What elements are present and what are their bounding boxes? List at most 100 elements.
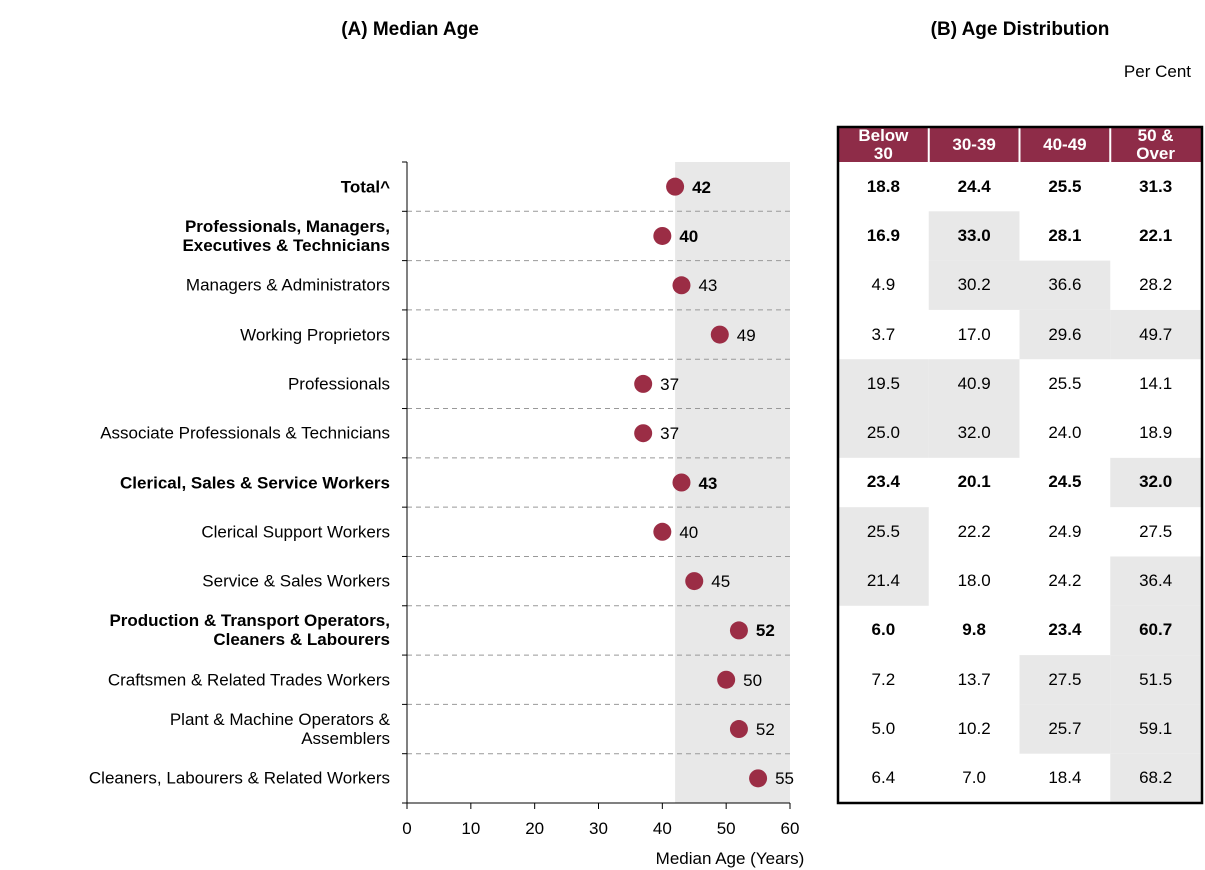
- table-cell: 18.8: [866, 176, 900, 196]
- cell-shade: [928, 359, 1020, 409]
- table-cell: 25.5: [866, 521, 900, 541]
- table-cell: 36.4: [1139, 571, 1173, 591]
- cell-shade: [1110, 605, 1201, 656]
- table-cell: 17.0: [957, 324, 991, 344]
- row-label: Clerical Support Workers: [201, 522, 390, 542]
- cell-shade: [1019, 704, 1111, 754]
- table-cell: 9.8: [962, 620, 986, 640]
- value-label: 43: [698, 473, 718, 493]
- table-cell: 32.0: [957, 423, 991, 443]
- dot: [634, 374, 653, 393]
- table-cell: 49.7: [1139, 324, 1173, 344]
- x-tick-label: 20: [525, 819, 545, 838]
- table-header: 50 & Over: [1136, 125, 1175, 163]
- value-label: 37: [660, 374, 680, 394]
- table-cell: 30.2: [957, 275, 991, 295]
- dot: [634, 424, 653, 443]
- table-cell: 18.9: [1139, 423, 1173, 443]
- table-cell: 23.4: [1048, 620, 1082, 640]
- table-cell: 19.5: [866, 373, 900, 393]
- table-cell: 5.0: [871, 719, 896, 739]
- cell-shade: [838, 507, 929, 557]
- table-cell: 60.7: [1139, 620, 1173, 640]
- table-cell: 59.1: [1139, 719, 1173, 739]
- cell-shade: [1019, 260, 1111, 310]
- row-label: Plant & Machine Operators & Assemblers: [169, 710, 390, 749]
- value-label: 52: [755, 621, 775, 641]
- table-header: 40-49: [1043, 134, 1087, 154]
- row-label: Cleaners, Labourers & Related Workers: [88, 768, 390, 788]
- table-cell: 32.0: [1139, 472, 1173, 492]
- row-label: Service & Sales Workers: [202, 571, 390, 591]
- x-tick-label: 30: [589, 819, 608, 838]
- cell-shade: [1110, 704, 1201, 754]
- cell-shade: [1110, 655, 1201, 705]
- table-cell: 21.4: [866, 571, 900, 591]
- dot: [729, 621, 748, 640]
- table-header: 30-39: [952, 134, 996, 154]
- table-border: [836, 125, 1204, 805]
- value-label: 55: [775, 769, 794, 789]
- table-cell: 24.5: [1048, 472, 1082, 492]
- table-cell: 24.0: [1048, 423, 1082, 443]
- dot: [666, 177, 685, 196]
- cell-shade: [928, 408, 1020, 458]
- table-cell: 25.7: [1048, 719, 1082, 739]
- cell-shade: [1110, 457, 1201, 508]
- value-label: 52: [755, 720, 775, 740]
- row-label: Professionals, Managers, Executives & Te…: [182, 216, 390, 255]
- x-axis-label: Median Age (Years): [655, 849, 805, 868]
- x-tick-label: 50: [716, 819, 736, 838]
- dot: [749, 769, 768, 788]
- value-label: 42: [692, 177, 712, 197]
- table-cell: 6.4: [871, 768, 896, 788]
- cell-shade: [1019, 309, 1111, 360]
- row-label: Production & Transport Operators, Cleane…: [109, 611, 390, 650]
- dot: [710, 325, 729, 344]
- table-title: (B) Age Distribution: [930, 19, 1110, 40]
- x-tick-label: 0: [402, 819, 412, 838]
- dot: [672, 473, 691, 492]
- dot: [685, 572, 704, 591]
- table-cell: 27.5: [1139, 521, 1173, 541]
- table-cell: 6.0: [871, 620, 896, 640]
- value-label: 40: [679, 522, 699, 542]
- dot: [717, 670, 736, 689]
- table-cell: 28.2: [1139, 275, 1173, 295]
- chart-title: (A) Median Age: [341, 19, 479, 40]
- cell-shade: [1019, 655, 1111, 705]
- row-label: Craftsmen & Related Trades Workers: [107, 670, 390, 690]
- dot: [672, 276, 691, 295]
- cell-shade: [838, 556, 929, 606]
- table-cell: 25.0: [866, 423, 900, 443]
- table-cell: 7.2: [871, 669, 896, 689]
- cell-shade: [928, 211, 1020, 261]
- table-cell: 51.5: [1139, 669, 1173, 689]
- table-cell: 4.9: [871, 275, 896, 295]
- unit-label: Per Cent: [1123, 62, 1191, 81]
- value-label: 40: [679, 226, 699, 246]
- table-cell: 18.0: [957, 571, 991, 591]
- cell-shade: [1110, 309, 1201, 360]
- table-cell: 20.1: [957, 472, 991, 492]
- cell-shade: [838, 408, 929, 458]
- value-label: 50: [743, 670, 763, 690]
- table-cell: 3.7: [871, 324, 896, 344]
- table-cell: 31.3: [1139, 176, 1173, 196]
- x-tick-label: 60: [780, 819, 800, 838]
- table-cell: 10.2: [957, 719, 991, 739]
- table-cell: 22.2: [957, 521, 991, 541]
- row-label: Clerical, Sales & Service Workers: [120, 473, 390, 492]
- row-label: Managers & Administrators: [185, 275, 390, 295]
- value-label: 37: [660, 424, 680, 444]
- table-cell: 33.0: [957, 225, 991, 245]
- table-cell: 14.1: [1139, 373, 1173, 393]
- cell-shade: [838, 359, 929, 409]
- table-cell: 36.6: [1048, 275, 1082, 295]
- reference-shade: [675, 162, 790, 803]
- dot: [653, 226, 672, 245]
- table-cell: 25.5: [1048, 373, 1082, 393]
- row-label: Total^: [340, 177, 390, 197]
- value-label: 49: [736, 325, 756, 345]
